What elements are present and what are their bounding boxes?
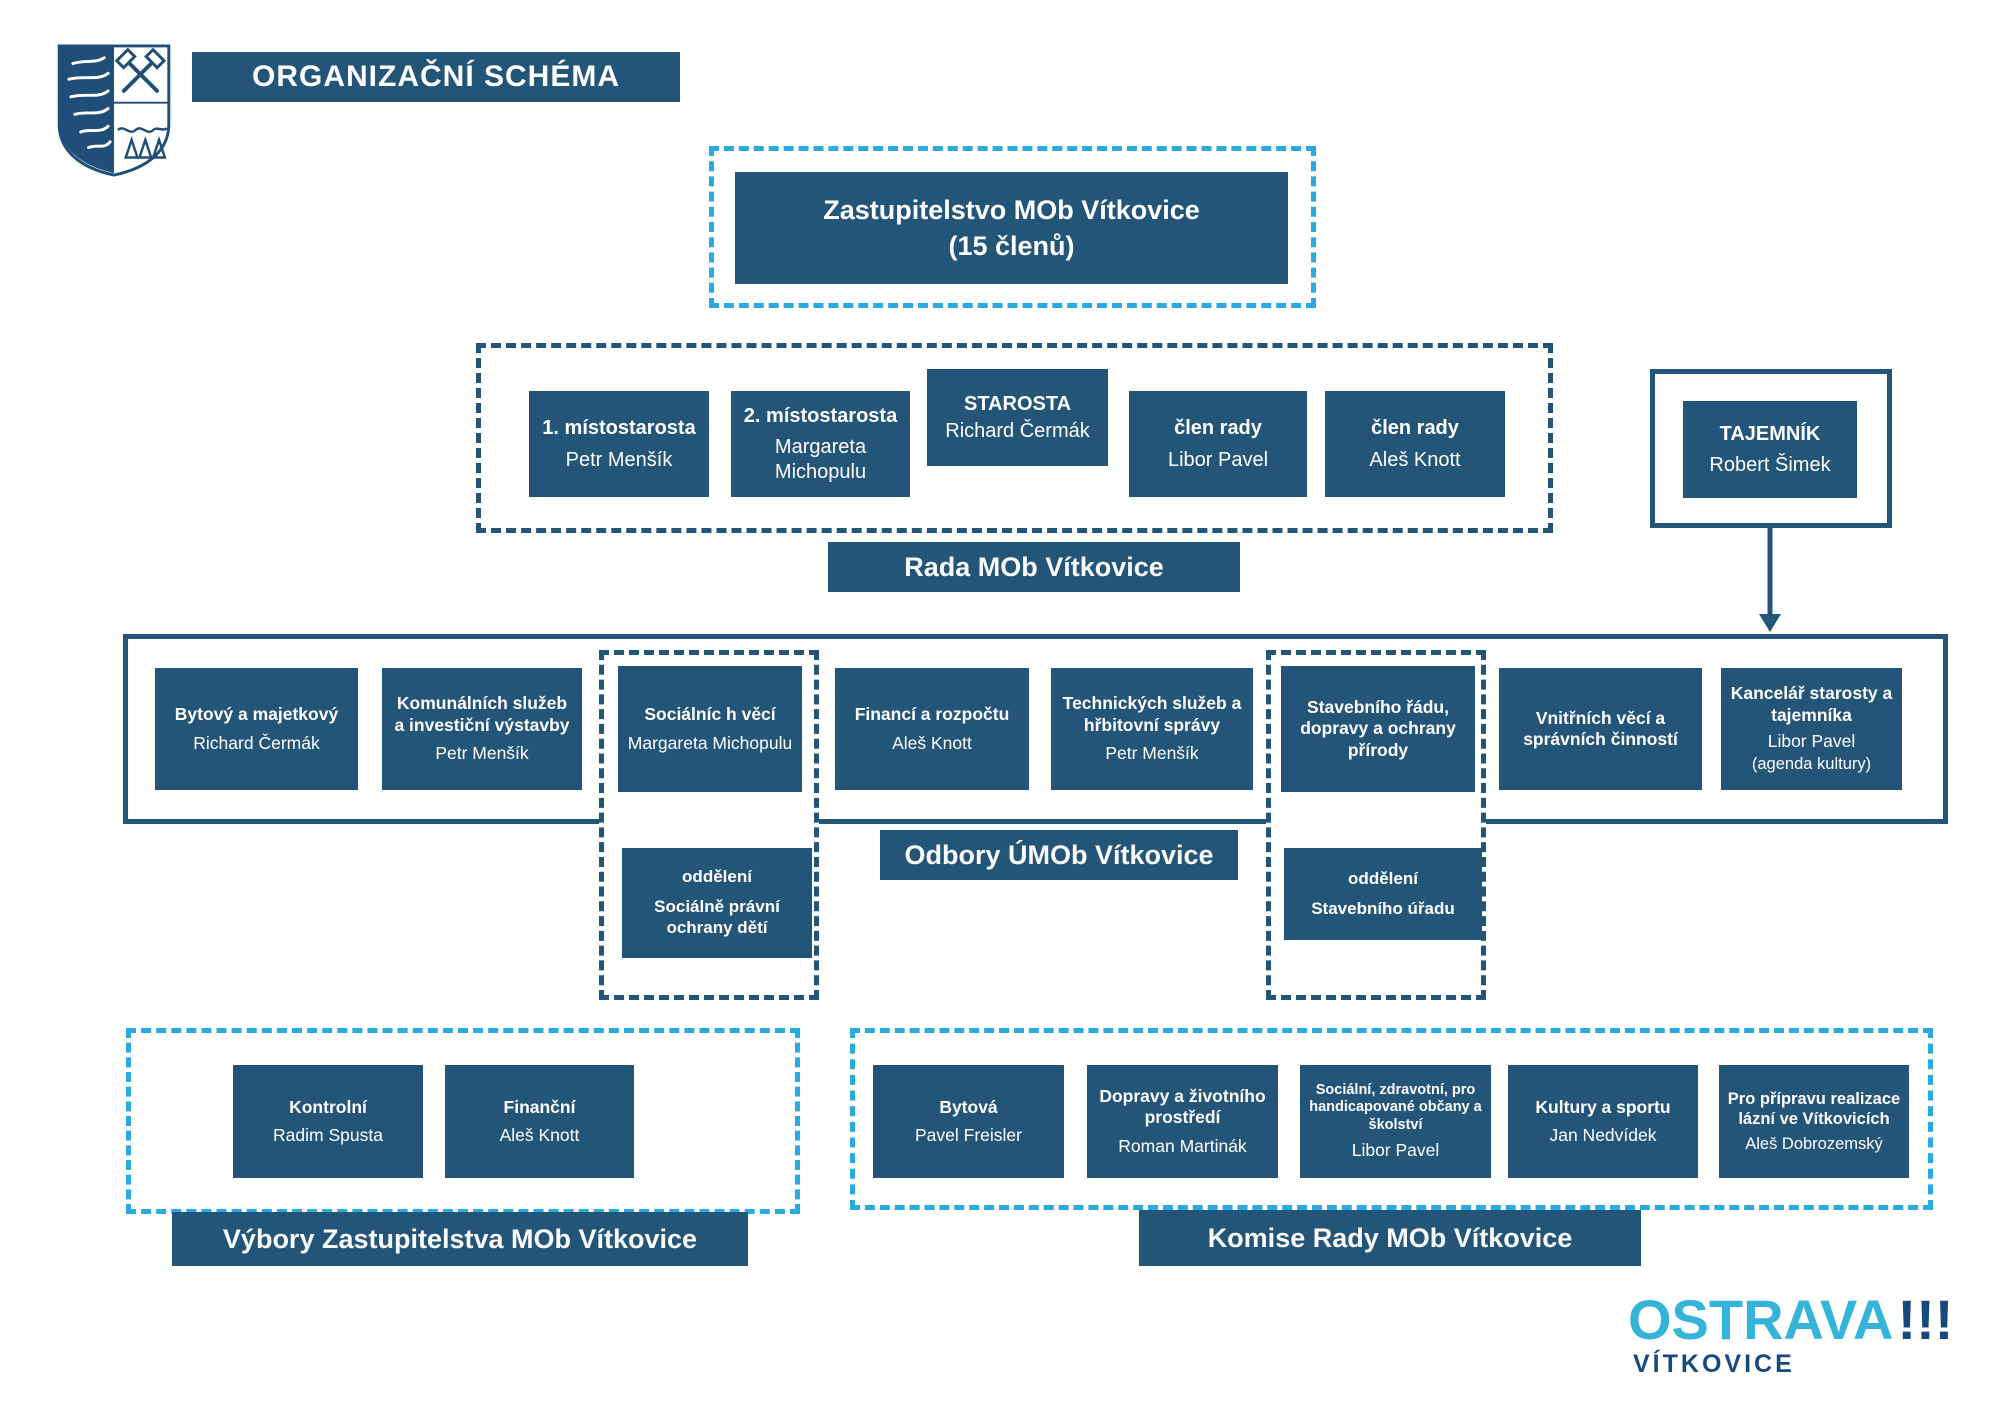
member-name: Robert Šimek bbox=[1709, 454, 1831, 476]
komise-label: Komise Rady MOb Vítkovice bbox=[1139, 1210, 1641, 1266]
rada-member-1-mistostarosta: 1. místostarosta Petr Menšík bbox=[529, 391, 709, 497]
rada-label: Rada MOb Vítkovice bbox=[828, 542, 1240, 592]
oddeleni-socialne-pravni-box: oddělení Sociálně právní ochrany dětí bbox=[622, 848, 812, 958]
committee-title: Bytová bbox=[939, 1096, 998, 1117]
oddeleni-stavebniho-uradu-box: oddělení Stavebního úřadu bbox=[1284, 848, 1482, 940]
committee-person: Pavel Freisler bbox=[915, 1125, 1022, 1145]
dept-note: (agenda kultury) bbox=[1751, 755, 1872, 774]
dept-person: Petr Menšík bbox=[1105, 743, 1199, 764]
vitkovice-coat-of-arms-icon bbox=[55, 42, 173, 179]
member-role: člen rady bbox=[1371, 417, 1459, 440]
komise-dopravy: Dopravy a životního prostředí Roman Mart… bbox=[1087, 1065, 1278, 1178]
committee-person: Libor Pavel bbox=[1351, 1139, 1440, 1160]
committee-person: Aleš Knott bbox=[499, 1125, 580, 1145]
dept-title: Financí a rozpočtu bbox=[854, 704, 1010, 725]
member-role: 1. místostarosta bbox=[542, 417, 696, 440]
rada-member-clen-rady-1: člen rady Libor Pavel bbox=[1129, 391, 1307, 497]
odbory-label: Odbory ÚMOb Vítkovice bbox=[880, 830, 1238, 880]
dept-komunalnich-sluzeb: Komunálních služeb a investiční výstavby… bbox=[382, 668, 582, 790]
rada-member-starosta: STAROSTA Richard Čermák bbox=[927, 369, 1108, 466]
dept-technickych-sluzeb: Technických služeb a hřbitovní správy Pe… bbox=[1051, 668, 1253, 790]
dept-title: Bytový a majetkový bbox=[174, 704, 339, 725]
member-role: STAROSTA bbox=[963, 392, 1072, 415]
committee-title: Finanční bbox=[503, 1096, 576, 1117]
tajemnik-to-odbory-arrow bbox=[1740, 526, 1800, 634]
member-role: člen rady bbox=[1174, 417, 1262, 440]
zastupitelstvo-box: Zastupitelstvo MOb Vítkovice (15 členů) bbox=[735, 172, 1288, 284]
oddeleni-title: Stavebního úřadu bbox=[1311, 898, 1455, 918]
committee-title: Dopravy a životního prostředí bbox=[1099, 1085, 1266, 1128]
vybor-kontrolni: Kontrolní Radim Spusta bbox=[233, 1065, 423, 1178]
member-name: Aleš Knott bbox=[1369, 448, 1461, 471]
member-name: Libor Pavel bbox=[1167, 448, 1269, 471]
dept-stavebniho-radu: Stavebního řádu, dopravy a ochrany příro… bbox=[1281, 666, 1475, 792]
dept-title: Stavebního řádu, dopravy a ochrany příro… bbox=[1300, 696, 1456, 760]
dept-socialnich-veci: Sociálníc h věcí Margareta Michopulu bbox=[618, 666, 802, 792]
member-role: 2. místostarosta bbox=[743, 404, 898, 427]
komise-socialni-zdravotni: Sociální, zdravotní, pro handicapované o… bbox=[1300, 1065, 1491, 1178]
oddeleni-label: oddělení bbox=[1348, 868, 1418, 888]
komise-bytova: Bytová Pavel Freisler bbox=[873, 1065, 1064, 1178]
committee-title: Sociální, zdravotní, pro handicapované o… bbox=[1309, 1081, 1482, 1134]
vybor-financni: Finanční Aleš Knott bbox=[445, 1065, 634, 1178]
committee-person: Roman Martinák bbox=[1118, 1135, 1247, 1156]
zastupitelstvo-title: Zastupitelstvo MOb Vítkovice bbox=[823, 194, 1200, 225]
komise-container bbox=[850, 1028, 1933, 1210]
dept-person: Aleš Knott bbox=[892, 732, 972, 753]
page-title: ORGANIZAČNÍ SCHÉMA bbox=[192, 52, 680, 102]
zastupitelstvo-count: (15 členů) bbox=[948, 231, 1075, 261]
dept-person: Richard Čermák bbox=[193, 732, 320, 753]
odbory-container bbox=[123, 634, 1948, 824]
member-name: Petr Menšík bbox=[565, 448, 673, 471]
dept-title: Sociálníc h věcí bbox=[644, 704, 776, 725]
committee-title: Pro přípravu realizace lázní ve Vítkovic… bbox=[1727, 1090, 1901, 1129]
oddeleni-label: oddělení bbox=[682, 867, 752, 887]
tajemnik-box: TAJEMNÍK Robert Šimek bbox=[1683, 401, 1857, 498]
member-role: TAJEMNÍK bbox=[1719, 422, 1821, 445]
dept-vnitrnich-veci: Vnitřních věcí a správních činností bbox=[1499, 668, 1702, 790]
dept-bytovy-a-majetkovy: Bytový a majetkový Richard Čermák bbox=[155, 668, 358, 790]
dept-title: Kancelář starosty a tajemníka bbox=[1730, 683, 1893, 725]
ostrava-logo-district: VÍTKOVICE bbox=[1633, 1350, 1795, 1378]
committee-person: Aleš Dobrozemský bbox=[1745, 1134, 1883, 1153]
dept-financi-a-rozpoctu: Financí a rozpočtu Aleš Knott bbox=[835, 668, 1029, 790]
member-name: Richard Čermák bbox=[945, 420, 1090, 442]
komise-lazne: Pro přípravu realizace lázní ve Vítkovic… bbox=[1719, 1065, 1909, 1178]
rada-container bbox=[476, 343, 1553, 533]
member-name: Margareta Michopulu bbox=[774, 436, 867, 483]
dept-kancelar-starosty: Kancelář starosty a tajemníka Libor Pave… bbox=[1721, 668, 1902, 790]
oddeleni-title: Sociálně právní ochrany dětí bbox=[654, 897, 780, 937]
rada-member-clen-rady-2: člen rady Aleš Knott bbox=[1325, 391, 1505, 497]
vybory-container bbox=[126, 1028, 800, 1214]
committee-person: Jan Nedvídek bbox=[1549, 1125, 1657, 1145]
ostrava-logo: OSTRAVA!!! bbox=[1628, 1292, 1953, 1348]
dept-person: Petr Menšík bbox=[435, 743, 529, 764]
ostrava-logo-bangs: !!! bbox=[1897, 1288, 1954, 1351]
zastupitelstvo-container bbox=[709, 146, 1316, 308]
committee-title: Kultury a sportu bbox=[1535, 1096, 1671, 1117]
dept-title: Komunálních služeb a investiční výstavby bbox=[394, 693, 570, 735]
komise-kultury-a-sportu: Kultury a sportu Jan Nedvídek bbox=[1508, 1065, 1698, 1178]
dept-title: Technických služeb a hřbitovní správy bbox=[1062, 693, 1242, 735]
vybory-label: Výbory Zastupitelstva MOb Vítkovice bbox=[172, 1212, 748, 1266]
rada-member-2-mistostarosta: 2. místostarosta Margareta Michopulu bbox=[731, 391, 910, 497]
dept-person: Libor Pavel bbox=[1767, 731, 1856, 752]
committee-person: Radim Spusta bbox=[273, 1125, 383, 1145]
dept-title: Vnitřních věcí a správních činností bbox=[1523, 707, 1678, 749]
dept-person: Margareta Michopulu bbox=[627, 732, 793, 753]
ostrava-logo-city: OSTRAVA bbox=[1628, 1288, 1894, 1351]
committee-title: Kontrolní bbox=[289, 1096, 367, 1117]
